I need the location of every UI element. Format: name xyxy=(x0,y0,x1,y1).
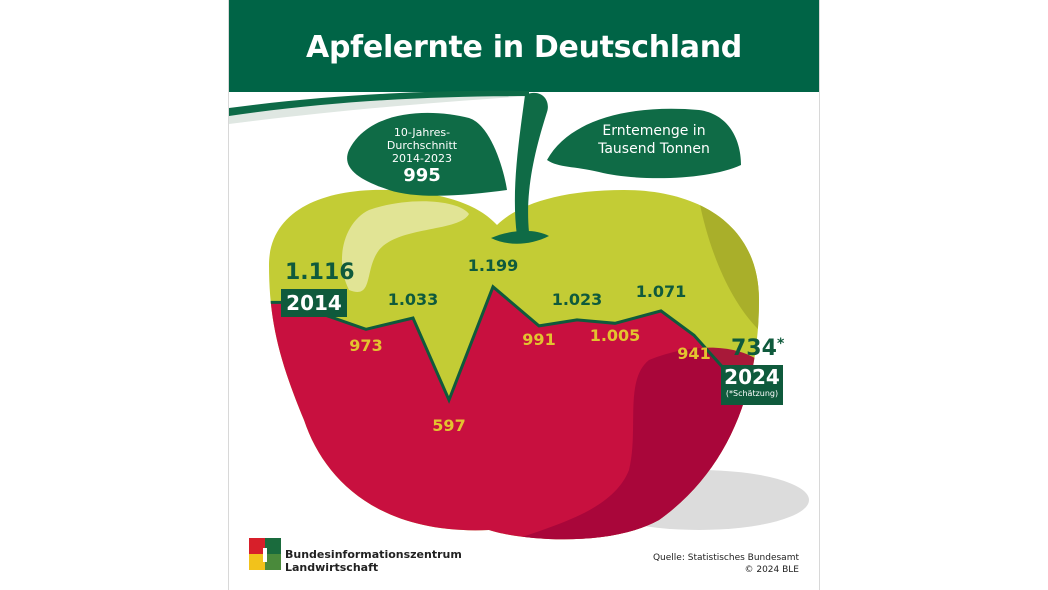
end-star: * xyxy=(776,336,785,352)
end-value-wrap: 734* xyxy=(731,336,784,361)
value-label-2021: 1.005 xyxy=(589,326,641,345)
end-year: 2024 xyxy=(724,365,780,389)
value-label-2019: 991 xyxy=(522,330,556,349)
end-value: 734 xyxy=(731,336,777,361)
apple-chart xyxy=(229,90,809,570)
value-label-2022: 1.071 xyxy=(635,282,687,301)
value-label-2017: 597 xyxy=(432,416,466,435)
start-year: 2014 xyxy=(281,289,347,317)
avg-leaf-line1: 10-Jahres- xyxy=(393,126,451,139)
unit-leaf-text: Erntemenge in Tausend Tonnen xyxy=(579,122,729,158)
unit-leaf-line2: Tausend Tonnen xyxy=(598,141,710,157)
stem-base xyxy=(491,230,549,244)
unit-leaf-line1: Erntemenge in xyxy=(602,123,706,139)
avg-leaf-text: 10-Jahres- Durchschnitt 2014-2023 995 xyxy=(357,126,487,187)
publisher-line1: Bundesinformationszentrum xyxy=(285,548,462,561)
value-label-2023: 941 xyxy=(677,344,711,363)
avg-leaf-line3: 2014-2023 xyxy=(392,152,452,165)
value-label-2015: 973 xyxy=(349,336,383,355)
avg-leaf-line2: Durchschnitt xyxy=(386,139,458,152)
start-value: 1.116 xyxy=(285,260,355,285)
source-line1: Quelle: Statistisches Bundesamt xyxy=(652,553,799,563)
source-note: Quelle: Statistisches Bundesamt © 2024 B… xyxy=(653,552,799,576)
value-label-2018: 1.199 xyxy=(467,256,519,275)
source-line2: © 2024 BLE xyxy=(744,565,799,575)
apple-stem xyxy=(514,92,548,237)
header-swoosh-light xyxy=(229,96,529,124)
publisher-line2: Landwirtschaft xyxy=(285,561,379,574)
header-band xyxy=(229,0,819,92)
series-line xyxy=(269,284,759,404)
avg-value: 995 xyxy=(403,165,441,186)
end-year-box: 2024 (*Schätzung) xyxy=(721,365,783,405)
publisher-logo xyxy=(249,538,281,570)
infographic-card: Apfelernte in Deutschland xyxy=(228,0,820,590)
unit-leaf xyxy=(547,108,741,179)
publisher-name: Bundesinformationszentrum Landwirtschaft xyxy=(285,548,462,574)
avg-leaf xyxy=(347,112,507,196)
apple-highlight xyxy=(341,201,469,292)
value-label-2016: 1.033 xyxy=(387,290,439,309)
value-label-2020: 1.023 xyxy=(551,290,603,309)
estimate-note: (*Schätzung) xyxy=(725,389,779,398)
page-title: Apfelernte in Deutschland xyxy=(306,30,742,65)
